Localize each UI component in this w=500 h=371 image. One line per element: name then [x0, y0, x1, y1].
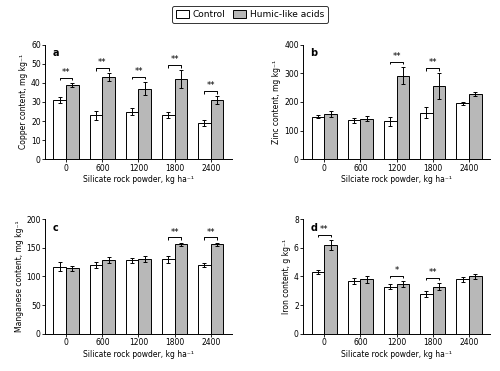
X-axis label: Silicate rock powder, kg ha⁻¹: Silicate rock powder, kg ha⁻¹: [83, 350, 194, 359]
X-axis label: Silicate rock powder, kg ha⁻¹: Silicate rock powder, kg ha⁻¹: [83, 175, 194, 184]
Bar: [432, 86, 446, 160]
Text: **: **: [62, 68, 70, 77]
Bar: [384, 121, 396, 160]
Bar: [420, 294, 432, 334]
Text: d: d: [310, 223, 318, 233]
Y-axis label: Manganese content, mg kg⁻¹: Manganese content, mg kg⁻¹: [14, 221, 24, 332]
Bar: [102, 260, 115, 334]
Y-axis label: Zinc content, mg kg⁻¹: Zinc content, mg kg⁻¹: [272, 60, 281, 144]
Bar: [469, 276, 482, 334]
Bar: [54, 267, 66, 334]
Bar: [162, 259, 174, 334]
Text: c: c: [52, 223, 58, 233]
Bar: [162, 115, 174, 160]
Bar: [348, 281, 360, 334]
Text: **: **: [206, 227, 215, 237]
Bar: [360, 279, 373, 334]
Bar: [384, 286, 396, 334]
Text: **: **: [320, 225, 328, 234]
Bar: [420, 112, 432, 160]
Text: **: **: [170, 227, 179, 237]
Bar: [90, 115, 102, 160]
Text: **: **: [98, 58, 106, 67]
Bar: [174, 244, 188, 334]
Bar: [66, 269, 79, 334]
Bar: [432, 286, 446, 334]
Bar: [90, 265, 102, 334]
Y-axis label: Copper content, mg kg⁻¹: Copper content, mg kg⁻¹: [20, 55, 28, 150]
Bar: [211, 100, 224, 160]
Bar: [66, 85, 79, 160]
Text: **: **: [392, 52, 401, 61]
Bar: [396, 76, 409, 160]
Bar: [360, 119, 373, 160]
Bar: [324, 245, 337, 334]
Bar: [456, 103, 469, 160]
Bar: [138, 89, 151, 160]
X-axis label: Silciate rock powder, kg ha⁻¹: Silciate rock powder, kg ha⁻¹: [341, 175, 452, 184]
Bar: [174, 79, 188, 160]
Text: *: *: [394, 266, 398, 275]
Bar: [102, 77, 115, 160]
Text: **: **: [134, 67, 142, 76]
X-axis label: Silicate rock powder, kg ha⁻¹: Silicate rock powder, kg ha⁻¹: [341, 350, 452, 359]
Text: **: **: [170, 55, 179, 64]
Bar: [198, 123, 211, 160]
Bar: [126, 112, 138, 160]
Text: **: **: [428, 268, 437, 277]
Bar: [198, 265, 211, 334]
Bar: [348, 120, 360, 160]
Bar: [469, 94, 482, 160]
Bar: [138, 259, 151, 334]
Legend: Control, Humic-like acids: Control, Humic-like acids: [172, 6, 328, 23]
Bar: [312, 117, 324, 160]
Y-axis label: Iron content, g kg⁻¹: Iron content, g kg⁻¹: [282, 239, 291, 314]
Bar: [324, 114, 337, 160]
Bar: [396, 284, 409, 334]
Bar: [54, 100, 66, 160]
Bar: [312, 272, 324, 334]
Bar: [211, 244, 224, 334]
Text: **: **: [206, 81, 215, 90]
Text: a: a: [52, 48, 59, 58]
Bar: [126, 260, 138, 334]
Text: **: **: [428, 58, 437, 67]
Text: b: b: [310, 48, 318, 58]
Bar: [456, 279, 469, 334]
